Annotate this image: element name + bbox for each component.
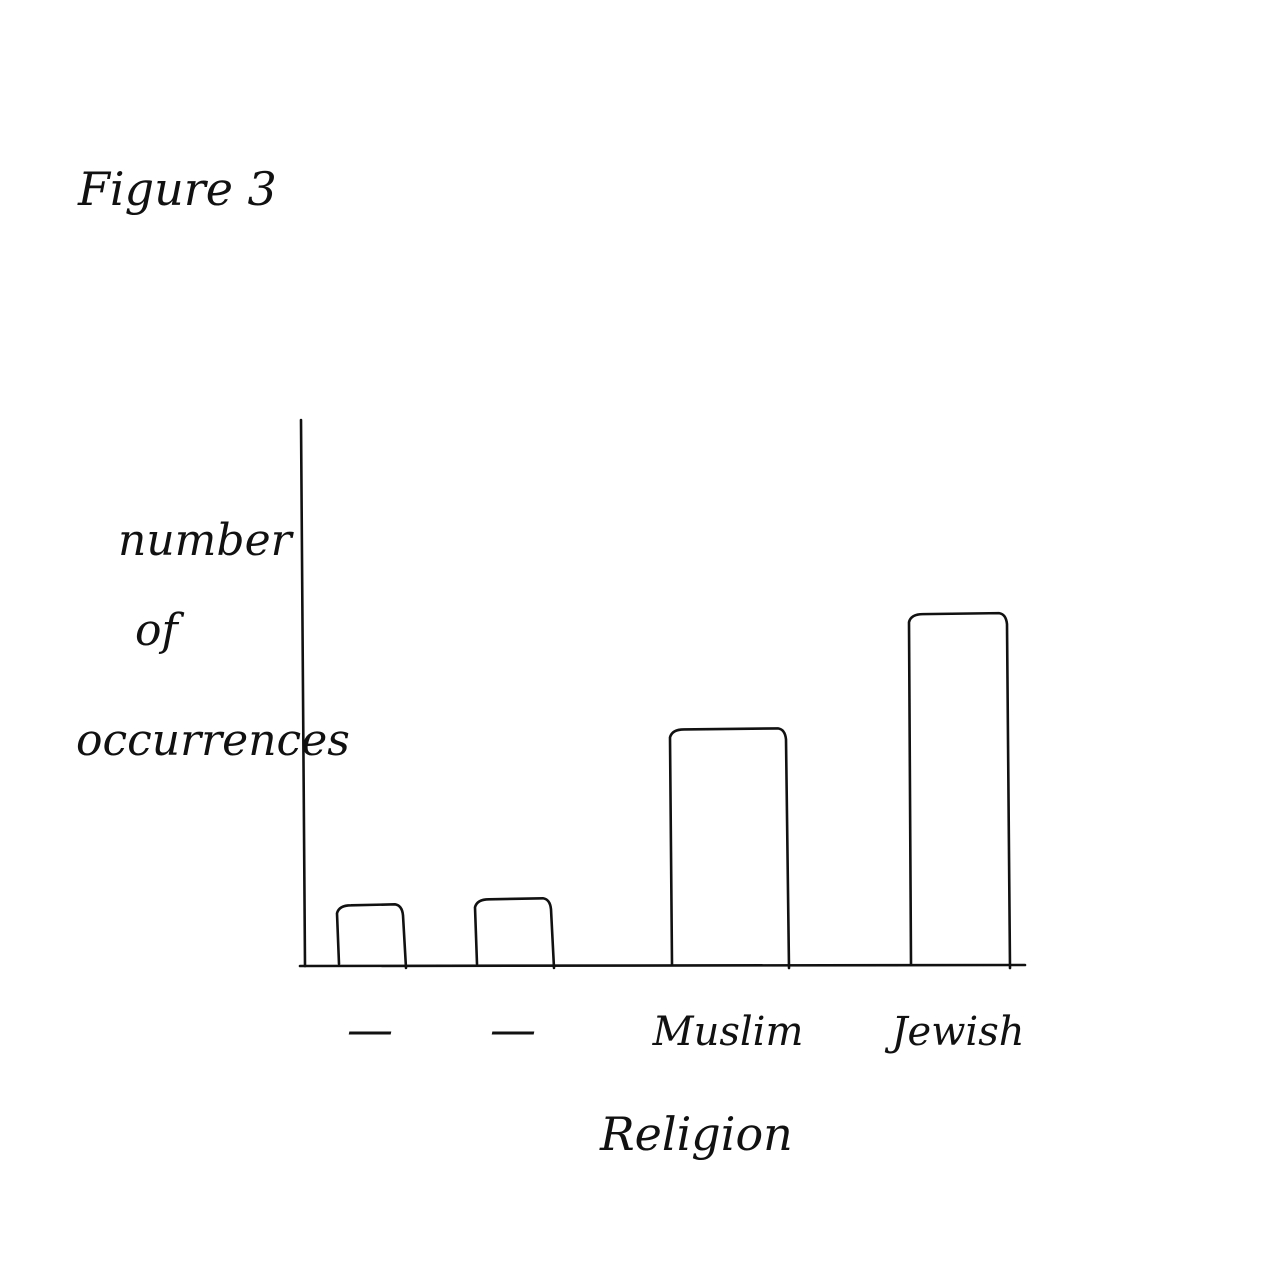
- bar-2: [473, 896, 556, 970]
- bar-3: [668, 727, 791, 970]
- figure-label: Figure 3: [77, 162, 277, 216]
- y-axis-label-line-2: of: [135, 605, 184, 656]
- y-axis-label-line-3: occurrences: [76, 715, 350, 766]
- x-tick-label-4: Jewish: [884, 1009, 1024, 1055]
- y-axis-line: [299, 418, 307, 968]
- bar-1: [335, 903, 408, 970]
- bar-4: [907, 611, 1012, 970]
- x-axis-label: Religion: [599, 1107, 793, 1161]
- x-axis-line: [298, 963, 1027, 968]
- x-tick-labels: — — Muslim Jewish: [347, 1002, 1025, 1056]
- y-axis-label-line-1: number: [118, 515, 295, 566]
- x-tick-label-1: —: [347, 1002, 393, 1056]
- bars-group: [335, 611, 1012, 970]
- x-tick-label-3: Muslim: [652, 1009, 804, 1055]
- x-tick-label-2: —: [490, 1002, 536, 1056]
